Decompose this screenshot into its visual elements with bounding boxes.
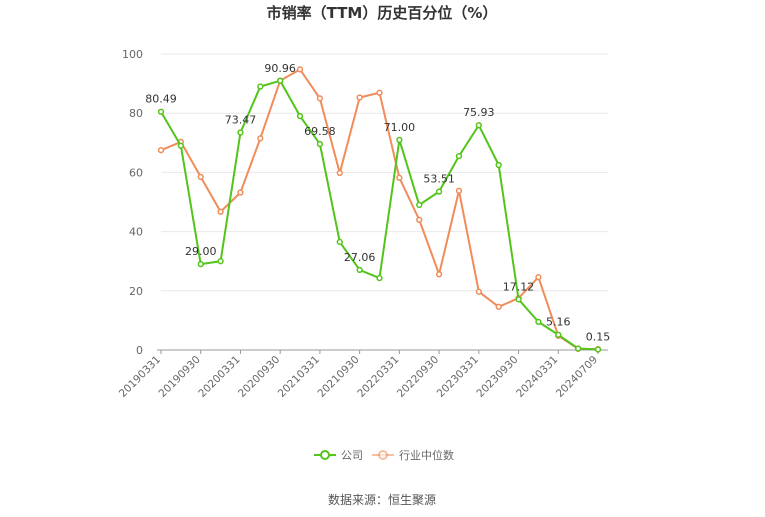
data-label: 71.00	[384, 121, 416, 134]
data-point	[316, 140, 324, 148]
data-point	[336, 238, 343, 246]
data-label: 90.96	[264, 62, 296, 75]
data-point	[535, 274, 542, 281]
legend-label: 公司	[341, 449, 363, 462]
data-point	[396, 136, 403, 143]
series-1	[157, 66, 602, 353]
y-axis: 0 20 40 60 80 100	[122, 48, 143, 357]
data-point	[157, 108, 165, 115]
data-label: 5.16	[546, 316, 571, 329]
data-label: 17.12	[503, 280, 535, 293]
data-point	[237, 129, 244, 136]
data-point	[177, 142, 185, 149]
x-tick-label: 20230331	[435, 354, 481, 400]
data-point	[217, 208, 224, 215]
data-point	[197, 173, 204, 180]
data-point	[515, 296, 522, 303]
x-tick-label: 20190930	[157, 354, 203, 400]
x-axis: 2019033120190930202003312020093020210331…	[117, 349, 608, 400]
data-point	[277, 77, 284, 84]
data-point	[257, 135, 264, 142]
data-point	[356, 266, 363, 274]
data-point	[574, 345, 582, 352]
legend-marker	[378, 450, 388, 460]
data-point	[197, 261, 204, 268]
data-point	[356, 94, 363, 101]
series-group	[157, 66, 602, 353]
data-point	[257, 83, 264, 90]
data-point	[376, 274, 383, 282]
data-point	[416, 201, 423, 209]
source-note: 数据来源：恒生聚源	[328, 492, 436, 507]
x-tick-label: 20200331	[196, 354, 242, 400]
data-label: 69.58	[304, 125, 336, 138]
y-tick-label: 0	[136, 344, 143, 357]
data-point	[336, 169, 343, 177]
legend-marker	[320, 450, 330, 460]
data-label: 0.15	[586, 331, 611, 344]
data-label: 80.49	[145, 93, 177, 106]
data-point	[495, 161, 502, 169]
y-tick-label: 40	[129, 226, 143, 239]
data-point	[495, 303, 502, 310]
data-label: 75.93	[463, 106, 495, 119]
data-point	[594, 346, 602, 353]
legend-item-1[interactable]: 行业中位数	[372, 448, 454, 462]
data-point	[376, 89, 383, 96]
data-point	[296, 66, 304, 73]
x-tick-label: 20220331	[355, 354, 401, 400]
data-label: 29.00	[185, 245, 217, 258]
data-point	[455, 152, 463, 160]
data-point	[475, 122, 482, 129]
data-point	[435, 271, 443, 278]
data-point	[455, 187, 463, 194]
x-tick-label: 20210331	[276, 354, 322, 400]
legend-label: 行业中位数	[399, 448, 454, 462]
y-tick-label: 20	[129, 285, 143, 298]
series-0	[157, 77, 602, 353]
y-tick-label: 80	[129, 107, 143, 120]
data-labels: 80.49 29.00 73.47 90.96 69.58 27.06 71.00 53.51…	[145, 62, 610, 344]
chart-title: 市销率（TTM）历史百分位（%）	[267, 4, 498, 22]
data-point	[535, 318, 542, 326]
y-tick-label: 100	[122, 48, 143, 61]
x-tick-label: 20200930	[236, 354, 282, 400]
series-line	[160, 68, 599, 351]
data-point	[316, 95, 324, 102]
data-point	[475, 288, 482, 295]
x-tick-label: 20220930	[395, 354, 441, 400]
data-point	[435, 188, 443, 195]
x-tick-label: 20240331	[514, 354, 560, 400]
x-tick-label: 20190331	[117, 354, 163, 400]
legend[interactable]: 公司 行业中位数	[314, 448, 454, 462]
x-tick-label: 20230930	[474, 354, 520, 400]
data-point	[296, 113, 304, 120]
data-label: 53.51	[423, 173, 455, 186]
data-point	[157, 147, 165, 154]
data-label: 73.47	[225, 114, 257, 127]
data-point	[396, 174, 403, 181]
data-point	[555, 331, 562, 338]
data-label: 27.06	[344, 251, 376, 264]
data-point	[217, 258, 224, 265]
data-point	[237, 189, 244, 196]
grid	[161, 53, 608, 292]
x-tick-label: 20240709	[554, 354, 600, 400]
x-tick-label: 20210930	[315, 354, 361, 400]
y-tick-label: 60	[129, 166, 143, 179]
data-point	[416, 216, 423, 223]
legend-item-0[interactable]: 公司	[314, 449, 363, 462]
